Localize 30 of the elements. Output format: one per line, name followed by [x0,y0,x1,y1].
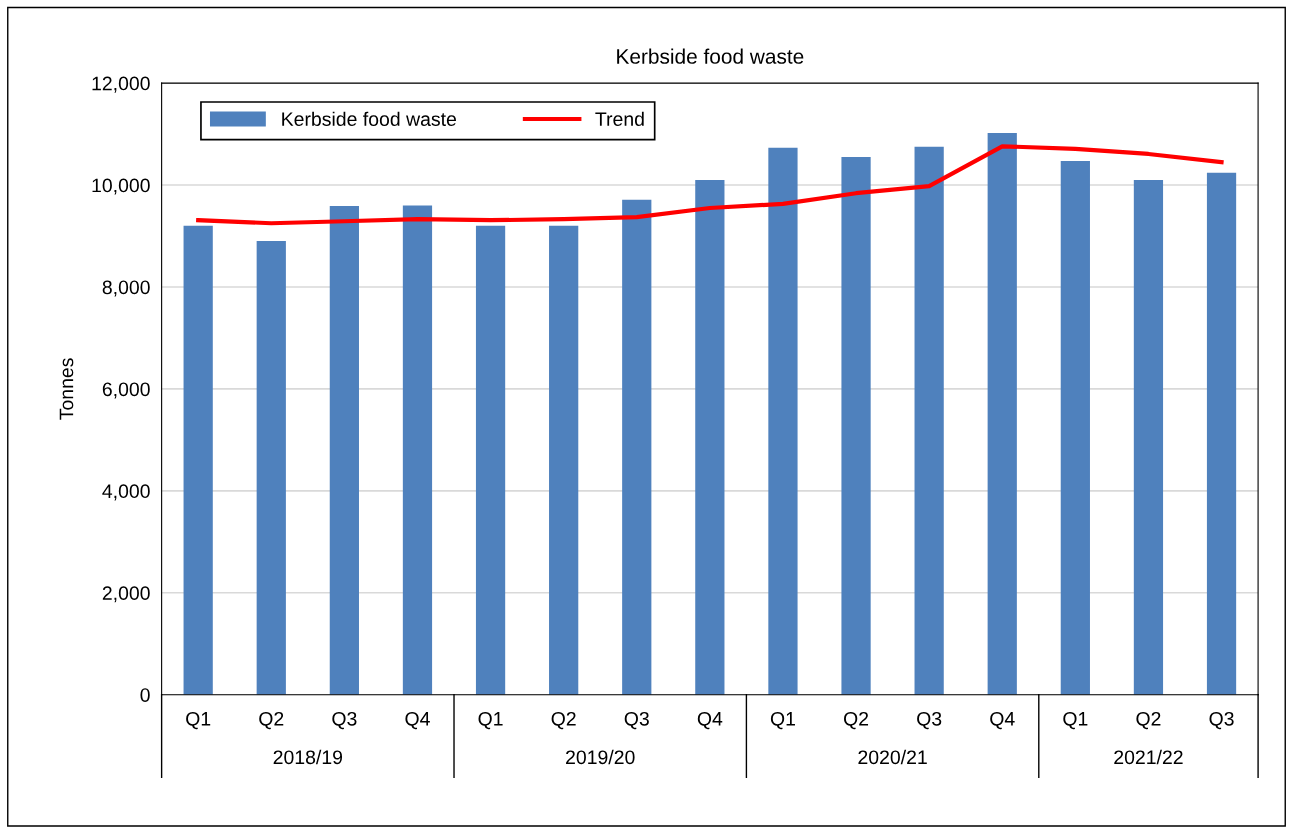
legend-label: Trend [595,111,644,126]
x-tick-label: Q1 [186,711,211,730]
legend-label: Kerbside food waste [282,111,456,126]
x-tick-label: Q4 [405,711,430,730]
y-tick-label: 12,000 [92,76,150,93]
text: 2021/22 [1114,749,1183,765]
x-tick-label: Q1 [478,711,503,730]
y-axis-title: Tonnes [59,358,74,420]
y-tick-label: 6,000 [102,382,150,399]
y-tick-label: 0 [140,688,150,702]
x-tick-label: Q2 [259,711,284,730]
x-tick-label: Q3 [1209,711,1234,730]
x-tick-label: Q2 [551,711,576,730]
y-tick-label: 4,000 [102,484,150,501]
x-tick-label: Q3 [624,711,649,730]
text: 2019/20 [566,749,635,765]
x-tick-label: Q2 [844,711,869,730]
text: 2018/19 [273,749,343,765]
chart-title: Kerbside food waste [617,48,804,64]
text: 2020/21 [858,749,927,765]
y-tick-label: 10,000 [92,178,150,195]
x-tick-label: Q3 [917,711,942,730]
x-tick-label: Q2 [1136,711,1161,730]
x-tick-label: Q3 [332,711,357,730]
x-tick-label: Q1 [770,711,795,730]
x-tick-label: Q1 [1063,711,1088,730]
x-tick-label: Q4 [990,711,1015,730]
x-tick-label: Q4 [697,711,723,730]
y-tick-label: 2,000 [102,586,150,603]
y-tick-label: 8,000 [102,280,150,297]
